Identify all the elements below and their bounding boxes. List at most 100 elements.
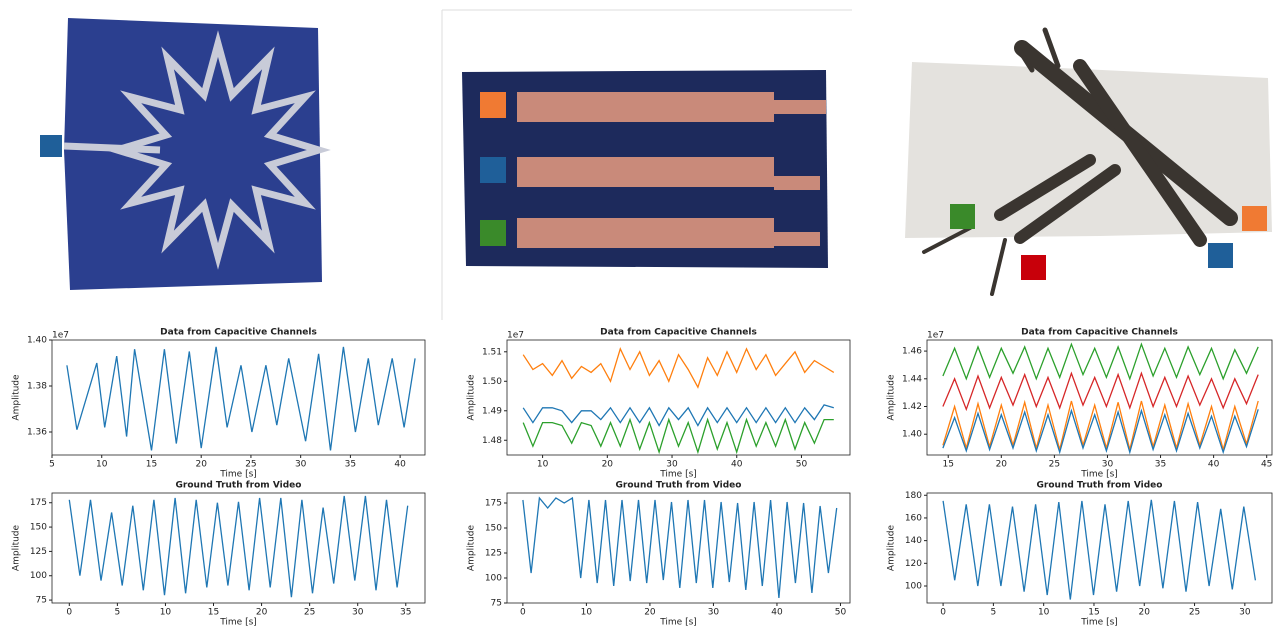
series-line (943, 373, 1258, 409)
x-tick-label: 40 (394, 460, 406, 470)
chart-title: Ground Truth from Video (616, 481, 742, 491)
y-tick-label: 150 (30, 523, 47, 533)
x-tick-label: 35 (1155, 460, 1166, 470)
electrode-tail (774, 232, 820, 246)
chart-title: Data from Capacitive Channels (600, 328, 757, 338)
x-axis-label: Time [s] (1080, 470, 1118, 480)
y-tick-label: 1.38 (27, 382, 47, 392)
x-tick-label: 0 (66, 608, 72, 618)
y-tick-label: 1.40 (902, 430, 922, 440)
y-tick-label: 1.42 (902, 402, 922, 412)
x-tick-label: 45 (1261, 460, 1272, 470)
y-axis-label: Amplitude (467, 374, 477, 421)
x-tick-label: 25 (304, 608, 315, 618)
x-tick-label: 20 (644, 608, 656, 618)
x-tick-label: 15 (146, 460, 157, 470)
plot-frame (52, 340, 425, 455)
y-tick-label: 100 (30, 571, 47, 581)
y-tick-label: 1.36 (27, 428, 47, 438)
x-tick-label: 15 (943, 460, 954, 470)
x-axis-label: Time [s] (1080, 618, 1118, 628)
chart-title: Data from Capacitive Channels (160, 328, 317, 338)
channel-marker (40, 135, 62, 157)
electrode-strip (517, 92, 774, 122)
x-tick-label: 20 (1139, 608, 1151, 618)
x-tick-label: 30 (295, 460, 307, 470)
x-tick-label: 20 (256, 608, 268, 618)
electrode-tail (774, 176, 820, 190)
y-tick-label: 175 (485, 499, 502, 509)
y-tick-label: 1.40 (27, 336, 47, 346)
chart-title: Ground Truth from Video (176, 481, 302, 491)
electrode-strip (517, 157, 774, 187)
channel-marker (1208, 243, 1233, 268)
y-tick-label: 75 (36, 596, 47, 606)
x-tick-label: 30 (1102, 460, 1114, 470)
x-tick-label: 25 (1049, 460, 1060, 470)
y-tick-label: 140 (905, 536, 922, 546)
x-tick-label: 15 (1088, 608, 1099, 618)
x-tick-label: 30 (1239, 608, 1251, 618)
y-tick-label: 1.48 (482, 436, 502, 446)
y-tick-label: 125 (485, 549, 502, 559)
plot-frame (52, 493, 425, 603)
series-line (943, 500, 1255, 600)
y-offset-label: 1e7 (52, 331, 69, 341)
y-axis-label: Amplitude (12, 524, 22, 571)
x-tick-label: 35 (345, 460, 356, 470)
x-tick-label: 25 (1189, 608, 1200, 618)
x-axis-label: Time [s] (659, 618, 697, 628)
electrode-lead (64, 146, 160, 150)
series-line (67, 347, 415, 451)
x-tick-label: 10 (1038, 608, 1050, 618)
fabric (64, 18, 322, 290)
x-tick-label: 50 (835, 608, 847, 618)
y-offset-label: 1e7 (507, 331, 524, 341)
y-tick-label: 1.46 (902, 347, 922, 357)
page: Data from Capacitive Channels Time [s] Amp… (0, 0, 1279, 629)
x-axis-label: Time [s] (219, 470, 257, 480)
y-tick-label: 180 (905, 491, 922, 501)
y-axis-label: Amplitude (887, 524, 897, 571)
y-tick-label: 100 (905, 581, 922, 591)
x-tick-label: 40 (731, 460, 743, 470)
x-tick-label: 10 (537, 460, 549, 470)
electrode-strip (517, 218, 774, 248)
chart-title: Ground Truth from Video (1037, 481, 1163, 491)
series-line (943, 409, 1258, 452)
series-line (523, 420, 834, 453)
y-tick-label: 125 (30, 547, 47, 557)
y-axis-label: Amplitude (467, 524, 477, 571)
channel-marker (1242, 206, 1267, 231)
series-line (523, 349, 834, 387)
y-axis-label: Amplitude (12, 374, 22, 421)
y-tick-label: 1.51 (482, 347, 502, 357)
x-axis-label: Time [s] (659, 470, 697, 480)
chart-title: Data from Capacitive Channels (1021, 328, 1178, 338)
x-tick-label: 30 (666, 460, 678, 470)
x-tick-label: 5 (49, 460, 55, 470)
channel-marker (480, 157, 506, 183)
x-tick-label: 50 (796, 460, 808, 470)
x-tick-label: 30 (708, 608, 720, 618)
x-tick-label: 20 (195, 460, 207, 470)
series-line (943, 401, 1258, 450)
y-offset-label: 1e7 (927, 331, 944, 341)
x-tick-label: 15 (208, 608, 219, 618)
x-tick-label: 20 (602, 460, 614, 470)
x-tick-label: 30 (352, 608, 364, 618)
channel-marker (950, 204, 975, 229)
channel-marker (480, 92, 506, 118)
x-tick-label: 25 (245, 460, 256, 470)
x-tick-label: 10 (581, 608, 593, 618)
x-tick-label: 35 (400, 608, 411, 618)
y-tick-label: 175 (30, 498, 47, 508)
series-line (523, 405, 834, 426)
x-tick-label: 40 (771, 608, 783, 618)
x-tick-label: 10 (96, 460, 108, 470)
y-tick-label: 1.44 (902, 374, 922, 384)
y-tick-label: 75 (491, 599, 502, 609)
y-tick-label: 120 (905, 559, 922, 569)
x-tick-label: 5 (115, 608, 121, 618)
y-axis-label: Amplitude (887, 374, 897, 421)
